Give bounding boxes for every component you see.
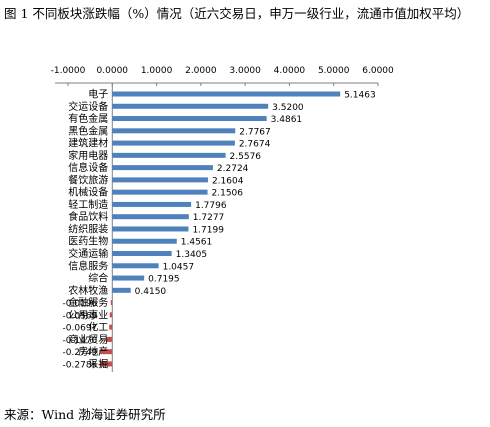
x-tick-label: 1.0000 <box>141 66 173 76</box>
value-label: 0.4150 <box>135 287 167 297</box>
category-label: 有色金属 <box>68 112 108 125</box>
bar-交运设备 <box>112 103 269 109</box>
bar-chart: -1.0000 0.0000 1.0000 2.0000 3.0000 4.0000 5.0… <box>51 66 394 372</box>
category-label: 交运设备 <box>68 100 108 113</box>
value-label: 1.0457 <box>163 262 195 272</box>
bar-金融服务 <box>110 300 113 306</box>
category-label: 金融服务 <box>68 296 108 309</box>
category-label: 交通运输 <box>68 247 108 260</box>
x-tick-label: -1.0000 <box>51 66 86 76</box>
bar-机械设备 <box>112 189 208 195</box>
x-axis: -1.0000 0.0000 1.0000 2.0000 3.0000 4.0000 5.0… <box>51 66 394 86</box>
bar-采掘 <box>99 361 113 367</box>
value-label: -0.2749 <box>63 348 98 358</box>
category-label: 农林牧渔 <box>68 284 108 297</box>
category-label: 信息服务 <box>68 259 108 272</box>
bar-餐饮旅游 <box>112 177 208 183</box>
category-label: 餐饮旅游 <box>68 173 108 186</box>
bar-有色金属 <box>112 116 267 122</box>
value-label: 2.1506 <box>212 189 244 199</box>
category-label: 房地产 <box>78 345 108 358</box>
bar-信息设备 <box>112 165 213 171</box>
value-label: -0.2785 <box>63 360 98 370</box>
value-label: 3.4861 <box>271 115 303 125</box>
category-label: 采掘 <box>88 357 108 370</box>
category-label: 食品饮料 <box>68 210 108 223</box>
x-tick-label: 5.0000 <box>318 66 350 76</box>
value-label: 1.7796 <box>195 201 227 211</box>
category-label: 化工 <box>88 321 108 334</box>
category-label: 纺织服装 <box>68 222 108 235</box>
figure-title: 图 1 不同板块涨跌幅（%）情况（近六交易日，申万一级行业，流通市值加权平均） <box>4 6 470 21</box>
category-label: 医药生物 <box>68 235 108 248</box>
value-label: 1.7199 <box>192 225 224 235</box>
bar-公用事业 <box>109 312 113 318</box>
category-label: 商业贸易 <box>68 333 108 346</box>
category-labels: 电子交运设备有色金属黑色金属建筑建材家用电器信息设备餐饮旅游机械设备轻工制造食品… <box>68 88 108 371</box>
bar-房地产 <box>100 349 113 355</box>
value-label: 5.1463 <box>344 91 376 101</box>
bar-电子 <box>112 91 341 97</box>
bar-交通运输 <box>112 251 172 257</box>
bar-化工 <box>109 324 113 330</box>
bar-商业贸易 <box>105 336 113 342</box>
value-label: -0.1470 <box>63 336 98 346</box>
category-label: 建筑建材 <box>68 137 108 150</box>
bar-纺织服装 <box>112 226 189 232</box>
category-label: 家用电器 <box>68 149 108 162</box>
bar-series <box>99 91 341 367</box>
value-label: -0.0569 <box>63 311 98 321</box>
x-tick-label: 0.0000 <box>97 66 129 76</box>
bar-信息服务 <box>112 263 159 269</box>
value-label: 1.3405 <box>176 250 208 260</box>
value-label: 2.5576 <box>230 152 262 162</box>
category-label: 机械设备 <box>68 186 108 199</box>
source-note: 来源：Wind 渤海证券研究所 <box>4 407 166 422</box>
bar-建筑建材 <box>112 140 235 146</box>
value-label: -0.0196 <box>63 299 98 309</box>
bar-医药生物 <box>112 238 177 244</box>
bar-黑色金属 <box>112 128 236 134</box>
x-tick-label: 6.0000 <box>362 66 394 76</box>
category-label: 黑色金属 <box>68 124 108 137</box>
value-label: 1.4561 <box>181 238 213 248</box>
bar-家用电器 <box>112 152 226 158</box>
x-tick-label: 4.0000 <box>274 66 306 76</box>
value-label: 3.5200 <box>272 103 304 113</box>
value-label: -0.0697 <box>63 324 98 334</box>
value-label: 0.7195 <box>148 275 180 285</box>
bar-综合 <box>112 275 145 281</box>
category-label: 信息设备 <box>68 161 108 174</box>
value-label: 2.7674 <box>239 140 271 150</box>
category-label: 公用事业 <box>68 308 108 321</box>
x-tick-label: 2.0000 <box>185 66 217 76</box>
x-axis-ticks: -1.0000 0.0000 1.0000 2.0000 3.0000 4.0000 5.0… <box>51 66 394 86</box>
category-label: 轻工制造 <box>68 198 108 211</box>
bar-农林牧渔 <box>112 287 131 293</box>
category-label: 电子 <box>88 88 108 101</box>
x-tick-label: 3.0000 <box>229 66 261 76</box>
value-label: 2.2724 <box>217 164 249 174</box>
value-label: 1.7277 <box>193 213 225 223</box>
bar-轻工制造 <box>112 201 192 207</box>
value-label: 2.1604 <box>212 176 244 186</box>
bar-食品饮料 <box>112 214 189 220</box>
value-label: 2.7767 <box>239 127 270 137</box>
category-label: 综合 <box>88 272 108 285</box>
